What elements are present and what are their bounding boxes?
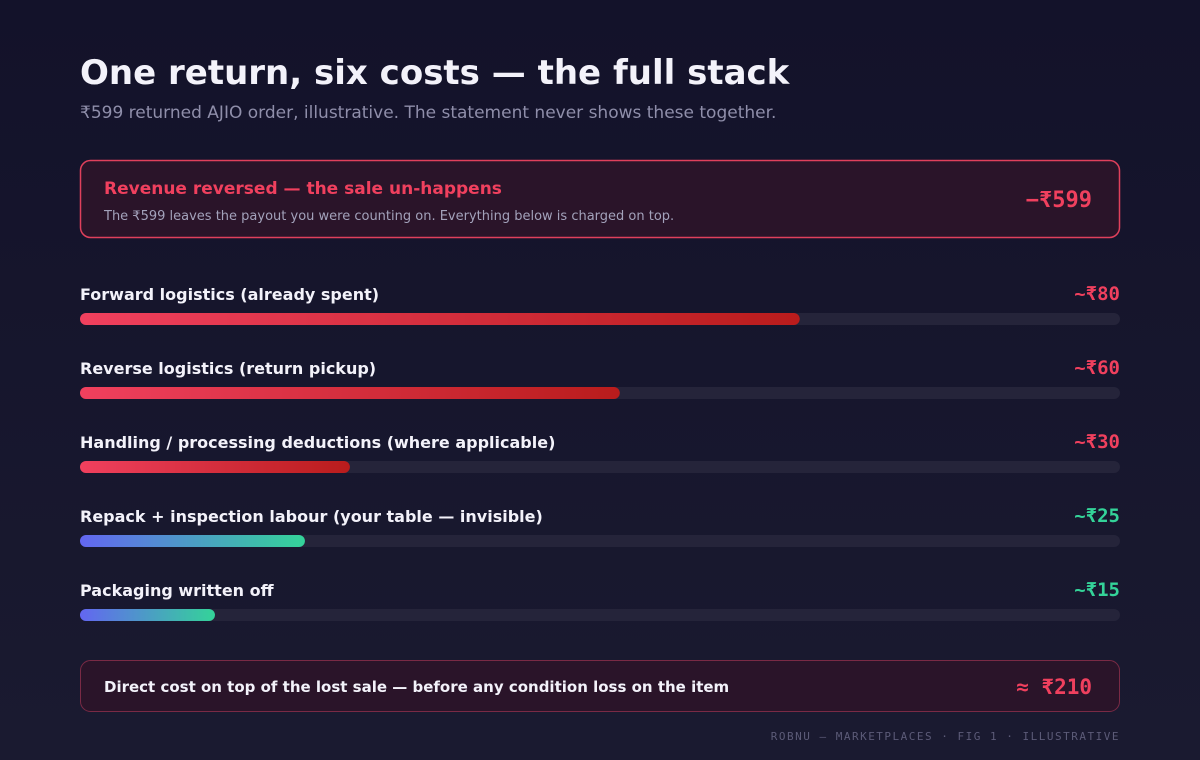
total-label: Direct cost on top of the lost sale — be…	[104, 678, 729, 696]
bar-track	[80, 535, 1120, 547]
callout-label: Revenue reversed — the sale un-happens	[104, 179, 502, 199]
total-box	[80, 660, 1120, 712]
callout-text: The ₹599 leaves the payout you were coun…	[103, 209, 674, 224]
row-label: Reverse logistics (return pickup)	[80, 359, 376, 378]
value-label: ~₹60	[1074, 357, 1120, 379]
value-label: ~₹30	[1074, 431, 1120, 453]
row-label: Repack + inspection labour (your table —…	[80, 507, 543, 526]
bar	[80, 535, 305, 547]
footer: ROBNU — MARKETPLACES · FIG 1 · ILLUSTRAT…	[771, 730, 1120, 743]
title: One return, six costs — the full stack	[80, 53, 791, 93]
row-label: Packaging written off	[80, 581, 275, 600]
bar	[80, 313, 800, 325]
total-value: ≈ ₹210	[1016, 675, 1092, 699]
value-label: ~₹80	[1074, 283, 1120, 305]
row-label: Forward logistics (already spent)	[80, 285, 379, 304]
value-label: ~₹25	[1074, 505, 1120, 527]
subtitle: ₹599 returned AJIO order, illustrative. …	[80, 103, 776, 123]
row-label: Handling / processing deductions (where …	[80, 433, 555, 452]
value-label: ~₹15	[1074, 579, 1120, 601]
callout-box	[79, 159, 1121, 239]
bar	[80, 387, 620, 399]
bar	[80, 461, 350, 473]
bar	[80, 609, 215, 621]
bar-track	[80, 609, 1120, 621]
callout-value: −₹599	[1026, 188, 1092, 213]
